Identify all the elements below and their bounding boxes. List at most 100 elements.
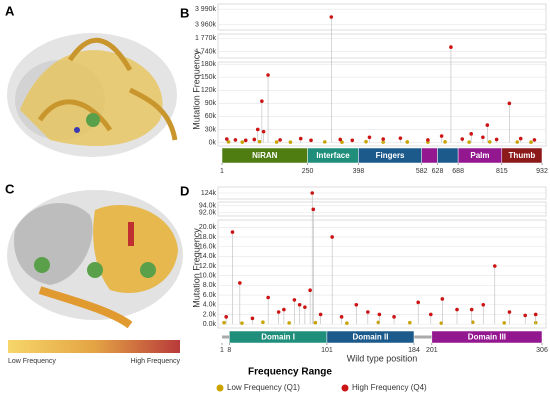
- y-tick-label: 30k: [205, 126, 217, 133]
- point: [224, 315, 228, 319]
- x-tick-label: 201: [426, 347, 438, 354]
- point: [288, 140, 293, 144]
- point: [494, 137, 499, 142]
- point: [515, 140, 520, 144]
- point: [487, 140, 492, 144]
- axis-panel: [217, 33, 547, 59]
- x-tick-label: 628: [432, 168, 444, 175]
- point: [481, 302, 486, 307]
- point: [310, 191, 315, 195]
- point: [485, 123, 490, 127]
- point: [292, 298, 297, 302]
- x-tick-label: 306: [536, 347, 548, 354]
- point: [261, 320, 265, 324]
- y-tick-label: 124k: [201, 190, 217, 197]
- point: [243, 138, 248, 143]
- point: [329, 15, 334, 19]
- x-tick-label: 250: [302, 168, 314, 175]
- point: [440, 297, 445, 301]
- point: [282, 307, 286, 312]
- domain-label: Thumb: [509, 151, 536, 160]
- point: [529, 140, 533, 145]
- panel-label: D: [180, 183, 189, 198]
- x-tick-label: 398: [353, 168, 365, 175]
- point: [481, 135, 485, 140]
- y-tick-label: 20.0k: [199, 224, 217, 231]
- point: [354, 302, 359, 307]
- point: [392, 315, 396, 319]
- axis-panel: [217, 61, 547, 147]
- point: [338, 137, 343, 142]
- x-tick-label: 101: [321, 347, 333, 354]
- point: [313, 320, 318, 325]
- point: [469, 132, 473, 136]
- domain: [437, 147, 459, 164]
- y-axis-title: Mutation Frequency: [191, 228, 201, 308]
- legend-marker: [341, 384, 349, 392]
- point: [230, 230, 235, 234]
- point: [287, 321, 291, 325]
- y-tick-label: 3 990k: [195, 6, 217, 13]
- x-axis-title: Wild type position: [347, 353, 418, 363]
- x-tick-label: 815: [496, 168, 508, 175]
- domain-label: Domain I: [261, 333, 295, 342]
- point: [381, 137, 386, 141]
- point: [518, 136, 523, 141]
- point: [322, 140, 327, 144]
- domain: [431, 330, 543, 344]
- x-tick-label: 932: [536, 168, 548, 175]
- point: [364, 139, 368, 144]
- point: [449, 45, 453, 49]
- point: [266, 295, 270, 300]
- point: [507, 310, 512, 314]
- colorbar-low-label: Low Frequency: [8, 358, 56, 365]
- y-axis-title: Mutation Frequency: [191, 50, 201, 130]
- point: [222, 320, 226, 325]
- y-tick-label: 18.0k: [199, 234, 217, 241]
- y-tick-label: 4.0k: [203, 302, 217, 309]
- point: [398, 136, 403, 140]
- point: [405, 140, 410, 144]
- domain: [326, 330, 415, 344]
- y-tick-label: 8.0k: [203, 282, 217, 289]
- point: [297, 302, 302, 307]
- y-tick-label: 92.0k: [199, 209, 217, 216]
- y-tick-label: 6.0k: [203, 292, 217, 299]
- point: [455, 307, 459, 312]
- point: [532, 138, 537, 142]
- point: [233, 138, 238, 142]
- panel-label: B: [180, 5, 189, 20]
- legend-marker: [216, 384, 224, 392]
- structure-a: [7, 33, 178, 157]
- y-tick-label: 94.0k: [199, 202, 217, 209]
- point: [408, 320, 412, 325]
- y-tick-label: 180k: [201, 61, 217, 68]
- y-tick-label: 0.0k: [203, 321, 217, 328]
- domain-label: Domain III: [468, 333, 506, 342]
- x-tick-label: 1: [220, 347, 224, 354]
- x-tick-label: 8: [227, 347, 231, 354]
- x-tick-label: 1: [220, 168, 224, 175]
- point: [252, 137, 257, 142]
- point: [261, 129, 266, 134]
- x-tick-label: 582: [416, 168, 428, 175]
- y-tick-label: 1 770k: [195, 35, 217, 42]
- legend-label: High Frequency (Q4): [352, 383, 427, 392]
- structure-c: [7, 190, 183, 329]
- panel-label: A: [5, 3, 15, 18]
- point: [309, 138, 313, 143]
- point: [469, 307, 474, 312]
- point: [507, 101, 512, 106]
- point: [311, 207, 316, 212]
- point: [439, 134, 444, 138]
- point: [502, 321, 507, 325]
- y-tick-label: 2.0k: [203, 311, 217, 318]
- y-tick-label: 150k: [201, 74, 217, 81]
- domain-label: Interface: [316, 151, 350, 160]
- y-tick-label: 3 960k: [195, 22, 217, 29]
- x-tick-label: 184: [408, 347, 420, 354]
- axis-panel: [217, 201, 547, 217]
- point: [274, 140, 279, 144]
- point: [350, 138, 355, 143]
